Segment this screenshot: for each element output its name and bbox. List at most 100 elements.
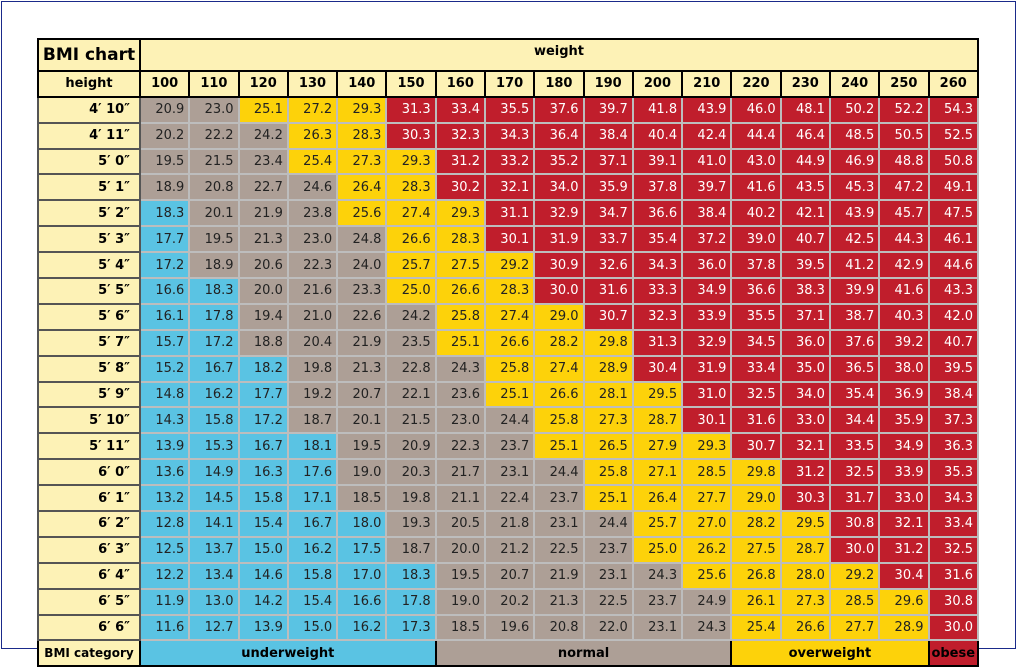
height-label: 5′ 2″ [37, 199, 141, 228]
bmi-value-cell: 15.0 [237, 535, 289, 564]
bmi-value-cell: 22.0 [582, 613, 634, 642]
bmi-value-cell: 13.9 [138, 432, 191, 461]
height-label: 5′ 0″ [37, 147, 141, 176]
height-label: 4′ 11″ [37, 121, 141, 150]
table-row: 5′ 10″ 14.3 15.8 17.2 18.7 20.1 21.5 23.0 24.4 25… [37, 406, 979, 435]
bmi-value-cell: 20.8 [188, 173, 240, 202]
bmi-value-cell: 30.7 [582, 302, 634, 331]
height-label: 6′ 5″ [37, 587, 141, 616]
bmi-value-cell: 25.4 [286, 147, 339, 176]
bmi-value-cell: 35.9 [582, 173, 634, 202]
bmi-value-cell: 39.0 [730, 225, 782, 254]
height-label: 5′ 1″ [37, 173, 141, 202]
bmi-value-cell: 20.8 [533, 613, 585, 642]
bmi-value-cell: 38.7 [828, 302, 881, 331]
bmi-value-cell: 27.0 [681, 510, 733, 538]
table-row: 5′ 2″ 18.3 20.1 21.9 23.8 25.6 27.4 29.3 31.1 32.… [37, 199, 979, 228]
bmi-value-cell: 24.3 [434, 354, 486, 383]
bmi-value-cell: 26.8 [730, 561, 782, 590]
bmi-value-cell: 37.8 [631, 173, 684, 202]
bmi-value-cell: 35.2 [533, 147, 585, 176]
bmi-value-cell: 26.6 [385, 225, 437, 254]
bmi-value-cell: 32.5 [927, 535, 979, 564]
bmi-value-cell: 19.0 [336, 458, 388, 487]
bmi-value-cell: 35.9 [878, 406, 930, 435]
table-row: 6′ 5″ 11.9 13.0 14.2 15.4 16.6 17.8 19.0 20.2 21.… [37, 587, 979, 616]
bmi-value-cell: 24.2 [385, 302, 437, 331]
bmi-value-cell: 33.5 [828, 432, 881, 461]
bmi-value-cell: 30.0 [533, 277, 585, 305]
bmi-value-cell: 29.3 [385, 147, 437, 176]
bmi-value-cell: 21.5 [385, 406, 437, 435]
bmi-value-cell: 15.4 [286, 587, 339, 616]
bmi-value-cell: 31.9 [533, 225, 585, 254]
bmi-value-cell: 22.3 [286, 251, 339, 280]
bmi-value-cell: 39.9 [828, 277, 881, 305]
bmi-value-cell: 17.5 [336, 535, 388, 564]
bmi-value-cell: 32.1 [878, 510, 930, 538]
bmi-value-cell: 39.2 [878, 328, 930, 357]
bmi-value-cell: 37.6 [533, 95, 585, 124]
bmi-value-cell: 17.2 [138, 251, 191, 280]
bmi-value-cell: 34.9 [878, 432, 930, 461]
bmi-value-cell: 40.2 [730, 199, 782, 228]
bmi-value-cell: 18.9 [188, 251, 240, 280]
weight-header-row: height 100 110 120 130 140 150 160 170 180 190 200… [37, 69, 979, 98]
bmi-value-cell: 18.8 [237, 328, 289, 357]
bmi-value-cell: 36.0 [779, 328, 831, 357]
bmi-value-cell: 19.5 [336, 432, 388, 461]
table-row: 5′ 4″ 17.2 18.9 20.6 22.3 24.0 25.7 27.5 29.2 30.… [37, 251, 979, 280]
bmi-value-cell: 28.0 [779, 561, 831, 590]
bmi-value-cell: 34.0 [533, 173, 585, 202]
bmi-value-cell: 20.0 [237, 277, 289, 305]
bmi-value-cell: 44.9 [779, 147, 831, 176]
bmi-value-cell: 28.9 [878, 613, 930, 642]
bmi-value-cell: 29.6 [878, 587, 930, 616]
height-label: 5′ 4″ [37, 251, 141, 280]
bmi-value-cell: 21.3 [237, 225, 289, 254]
weight-header-cell: 200 [631, 69, 684, 98]
bmi-value-cell: 23.7 [533, 484, 585, 513]
bmi-value-cell: 23.7 [483, 432, 536, 461]
table-row: 5′ 6″ 16.1 17.8 19.4 21.0 22.6 24.2 25.8 27.4 29.… [37, 302, 979, 331]
bmi-value-cell: 30.9 [533, 251, 585, 280]
table-row: 6′ 1″ 13.2 14.5 15.8 17.1 18.5 19.8 21.1 22.4 23.… [37, 484, 979, 513]
bmi-value-cell: 43.3 [927, 277, 979, 305]
bmi-value-cell: 27.7 [681, 484, 733, 513]
bmi-value-cell: 11.9 [138, 587, 191, 616]
bmi-value-cell: 33.2 [483, 147, 536, 176]
table-row: 6′ 0″ 13.6 14.9 16.3 17.6 19.0 20.3 21.7 23.1 24.… [37, 458, 979, 487]
bmi-value-cell: 20.6 [237, 251, 289, 280]
height-label: 6′ 2″ [37, 510, 141, 538]
bmi-value-cell: 28.3 [434, 225, 486, 254]
bmi-value-cell: 27.2 [286, 95, 339, 124]
bmi-value-cell: 47.5 [927, 199, 979, 228]
bmi-value-cell: 35.5 [483, 95, 536, 124]
bmi-value-cell: 20.7 [336, 380, 388, 409]
bmi-value-cell: 18.0 [336, 510, 388, 538]
bmi-value-cell: 21.9 [237, 199, 289, 228]
bmi-value-cell: 42.5 [828, 225, 881, 254]
weight-header-cell: 120 [237, 69, 289, 98]
weight-header-cell: 140 [336, 69, 388, 98]
bmi-value-cell: 23.1 [483, 458, 536, 487]
bmi-value-cell: 23.0 [286, 225, 339, 254]
bmi-value-cell: 33.9 [681, 302, 733, 331]
table-row: 4′ 10″ 20.9 23.0 25.1 27.2 29.3 31.3 33.4 35.5 37… [37, 95, 979, 124]
bmi-value-cell: 38.0 [878, 354, 930, 383]
bmi-value-cell: 37.1 [779, 302, 831, 331]
bmi-value-cell: 29.3 [681, 432, 733, 461]
bmi-value-cell: 50.8 [927, 147, 979, 176]
bmi-value-cell: 29.3 [336, 95, 388, 124]
bmi-value-cell: 36.6 [730, 277, 782, 305]
bmi-value-cell: 28.7 [779, 535, 831, 564]
bmi-value-cell: 20.0 [434, 535, 486, 564]
bmi-value-cell: 36.5 [828, 354, 881, 383]
bmi-value-cell: 25.8 [434, 302, 486, 331]
bmi-value-cell: 19.5 [138, 147, 191, 176]
bmi-value-cell: 35.4 [828, 380, 881, 409]
bmi-value-cell: 12.8 [138, 510, 191, 538]
bmi-value-cell: 35.3 [927, 458, 979, 487]
bmi-value-cell: 44.4 [730, 121, 782, 150]
bmi-value-cell: 16.7 [188, 354, 240, 383]
